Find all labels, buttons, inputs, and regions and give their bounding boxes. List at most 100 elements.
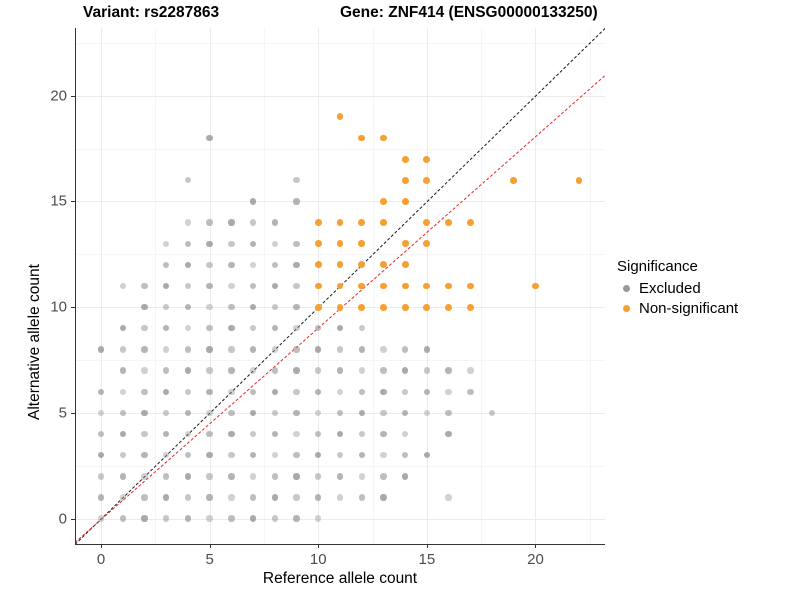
data-point-excluded <box>380 451 387 459</box>
data-point-excluded <box>271 282 279 290</box>
data-point-excluded <box>271 346 279 353</box>
data-point-excluded <box>184 303 192 311</box>
gridline-minor-vertical <box>263 28 265 544</box>
legend-item-excluded[interactable]: Excluded <box>617 278 797 298</box>
x-axis-tick <box>318 544 320 548</box>
data-point-excluded <box>445 409 452 417</box>
data-point-excluded <box>97 451 105 459</box>
gridline-major-horizontal <box>75 95 605 97</box>
data-point-excluded <box>401 451 409 459</box>
gene-title: Gene: ZNF414 (ENSG00000133250) <box>340 4 598 21</box>
data-point-excluded <box>423 388 431 395</box>
legend-item-non-significant[interactable]: Non-significant <box>617 298 797 318</box>
data-point-excluded <box>315 409 322 417</box>
y-axis-tick-label: 10 <box>50 298 67 316</box>
gridline-minor-horizontal <box>75 465 605 467</box>
data-point-excluded <box>184 282 192 290</box>
y-axis-tick <box>71 201 75 203</box>
data-point-excluded <box>184 515 192 522</box>
data-point-excluded <box>249 494 257 501</box>
data-point-excluded <box>380 473 387 480</box>
data-point-excluded <box>315 451 322 459</box>
data-point-excluded <box>358 388 365 395</box>
y-axis-tick-label: 20 <box>50 87 67 105</box>
data-point-excluded <box>184 430 192 438</box>
data-point-excluded <box>97 515 105 522</box>
data-point-excluded <box>141 325 148 332</box>
data-point-non-significant <box>401 155 409 163</box>
data-point-excluded <box>141 367 148 374</box>
data-point-non-significant <box>532 282 539 290</box>
data-point-non-significant <box>380 261 387 269</box>
data-point-excluded <box>336 430 344 438</box>
x-axis-title: Reference allele count <box>262 570 418 587</box>
data-point-excluded <box>315 515 322 522</box>
data-point-non-significant <box>401 240 409 248</box>
data-point-excluded <box>380 409 387 417</box>
data-point-non-significant <box>445 282 452 290</box>
y-axis-tick <box>71 518 75 520</box>
data-point-excluded <box>293 325 300 332</box>
data-point-non-significant <box>336 282 344 290</box>
data-point-non-significant <box>358 303 366 311</box>
data-point-non-significant <box>336 219 344 226</box>
data-point-excluded <box>445 388 452 395</box>
legend-items: Excluded Non-significant <box>617 278 797 318</box>
chart-title-row: Variant: rs2287863 Gene: ZNF414 (ENSG000… <box>0 2 800 28</box>
data-point-excluded <box>271 473 279 480</box>
data-point-excluded <box>423 346 431 353</box>
data-point-excluded <box>206 451 213 459</box>
data-point-excluded <box>184 473 192 480</box>
data-point-excluded <box>293 282 300 290</box>
legend-dot-icon <box>623 304 630 312</box>
data-point-excluded <box>119 346 126 353</box>
data-point-excluded <box>184 494 192 501</box>
data-point-non-significant <box>401 282 409 290</box>
data-point-non-significant <box>401 198 409 205</box>
data-point-excluded <box>401 473 409 480</box>
gridline-minor-vertical <box>589 28 591 544</box>
data-point-excluded <box>206 303 213 311</box>
data-point-excluded <box>401 346 409 353</box>
data-point-excluded <box>358 367 365 374</box>
gridline-minor-horizontal <box>75 254 605 256</box>
data-point-excluded <box>315 430 322 438</box>
legend-dot-icon <box>623 284 630 292</box>
data-point-excluded <box>184 346 192 353</box>
data-point-excluded <box>293 473 300 480</box>
data-point-excluded <box>271 261 279 269</box>
data-point-non-significant <box>314 282 322 290</box>
y-axis-title: Alternative allele count <box>26 264 43 420</box>
data-point-excluded <box>315 388 322 395</box>
data-point-excluded <box>119 367 126 374</box>
data-point-excluded <box>163 451 170 459</box>
data-point-excluded <box>445 367 452 374</box>
data-point-excluded <box>228 409 235 417</box>
data-point-excluded <box>271 515 279 522</box>
data-point-non-significant <box>314 240 322 248</box>
data-point-excluded <box>141 388 148 395</box>
data-point-excluded <box>228 430 235 438</box>
data-point-non-significant <box>423 219 431 226</box>
data-point-excluded <box>271 325 279 332</box>
data-point-excluded <box>358 451 365 459</box>
data-point-excluded <box>228 515 235 522</box>
data-point-non-significant <box>423 240 431 248</box>
data-point-excluded <box>228 388 235 395</box>
data-point-excluded <box>184 240 192 247</box>
data-point-excluded <box>249 240 257 247</box>
gridline-major-horizontal <box>75 518 605 520</box>
data-point-excluded <box>249 325 257 332</box>
data-point-non-significant <box>358 134 366 142</box>
legend: Significance Excluded Non-significant <box>617 258 797 318</box>
data-point-excluded <box>293 240 300 247</box>
data-point-excluded <box>97 388 105 395</box>
data-point-excluded <box>163 325 170 332</box>
data-point-excluded <box>97 473 105 480</box>
data-point-excluded <box>336 409 344 417</box>
data-point-excluded <box>228 473 235 480</box>
data-point-excluded <box>249 198 257 205</box>
data-point-excluded <box>163 473 170 480</box>
data-point-excluded <box>401 388 409 395</box>
data-point-excluded <box>206 325 213 332</box>
